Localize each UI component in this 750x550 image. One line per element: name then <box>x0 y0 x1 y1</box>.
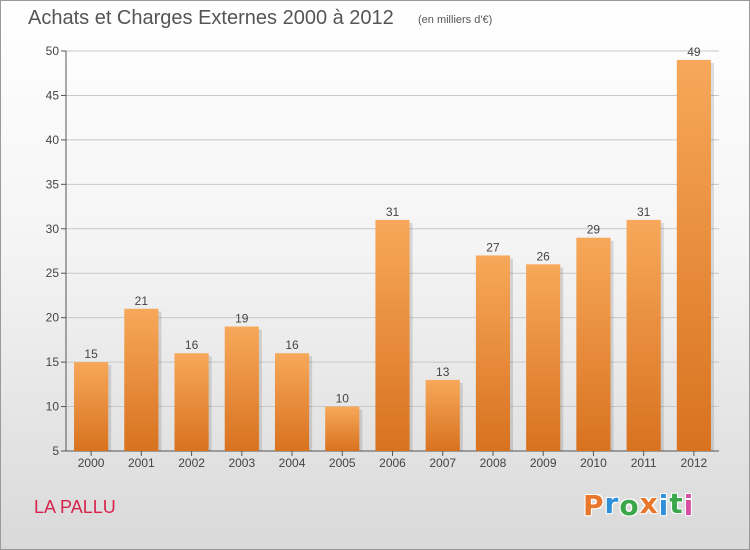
bar <box>74 362 109 451</box>
value-label: 16 <box>285 338 299 352</box>
logo-letter: t <box>669 487 684 520</box>
x-tick-label: 2010 <box>580 456 607 470</box>
chart-subtitle: (en milliers d'€) <box>418 14 493 26</box>
value-label: 29 <box>587 223 601 237</box>
bar <box>576 237 611 451</box>
value-label: 19 <box>235 312 249 326</box>
commune-name: LA PALLU <box>34 497 116 517</box>
bar <box>174 353 209 451</box>
value-label: 16 <box>185 338 199 352</box>
bar <box>124 308 159 451</box>
bars <box>74 59 714 452</box>
y-tick-label: 5 <box>52 444 59 458</box>
logo-letter: P <box>583 489 605 522</box>
logo-letter: r <box>604 487 620 520</box>
x-tick-label: 2009 <box>530 456 557 470</box>
value-label: 15 <box>84 347 98 361</box>
x-tick-label: 2003 <box>228 456 255 470</box>
value-label: 13 <box>436 365 450 379</box>
logo-letter: i <box>658 489 670 522</box>
bar <box>475 255 511 451</box>
y-tick-label: 45 <box>46 88 60 102</box>
y-tick-label: 20 <box>46 311 60 325</box>
x-tick-label: 2008 <box>480 456 507 470</box>
x-tick-label: 2005 <box>329 456 356 470</box>
y-tick-label: 25 <box>46 266 60 280</box>
x-tick-label: 2006 <box>379 456 406 470</box>
value-label: 31 <box>386 205 400 219</box>
chart-title: Achats et Charges Externes 2000 à 2012 <box>28 7 394 29</box>
bar <box>676 59 711 452</box>
bar <box>325 406 360 451</box>
y-tick-label: 30 <box>46 222 60 236</box>
bar <box>526 264 561 451</box>
bar <box>274 353 310 451</box>
logo-letter: i <box>683 489 695 522</box>
x-tick-label: 2004 <box>279 456 306 470</box>
x-tick-label: 2000 <box>78 456 105 470</box>
y-tick-label: 50 <box>46 44 60 58</box>
x-tick-label: 2001 <box>128 456 155 470</box>
proxiti-logo[interactable]: Proxiti <box>583 487 695 522</box>
x-tick-label: 2011 <box>631 456 657 470</box>
logo-letter: o <box>619 489 640 522</box>
x-tick-label: 2002 <box>178 456 205 470</box>
value-labels: 15 21 16 19 16 10 31 13 27 26 29 31 49 <box>84 45 700 406</box>
value-label: 31 <box>637 205 651 219</box>
bar <box>626 219 661 451</box>
logo-letter: x <box>639 487 659 520</box>
value-label: 27 <box>486 240 500 254</box>
value-label: 21 <box>135 294 149 308</box>
bar <box>425 379 460 451</box>
y-tick-label: 10 <box>46 400 60 414</box>
x-tick-label: 2007 <box>429 456 456 470</box>
y-tick-label: 35 <box>46 177 60 191</box>
value-label: 49 <box>687 45 701 59</box>
x-tick-label: 2012 <box>681 456 708 470</box>
value-label: 26 <box>537 249 551 263</box>
axes: 5 10 15 20 25 30 35 40 45 50 2000 2001 2002 2003 2004 2… <box>46 44 719 470</box>
y-tick-label: 40 <box>46 133 60 147</box>
y-tick-label: 15 <box>46 355 60 369</box>
bar <box>375 219 410 451</box>
bar <box>224 326 259 451</box>
value-label: 10 <box>336 392 350 406</box>
